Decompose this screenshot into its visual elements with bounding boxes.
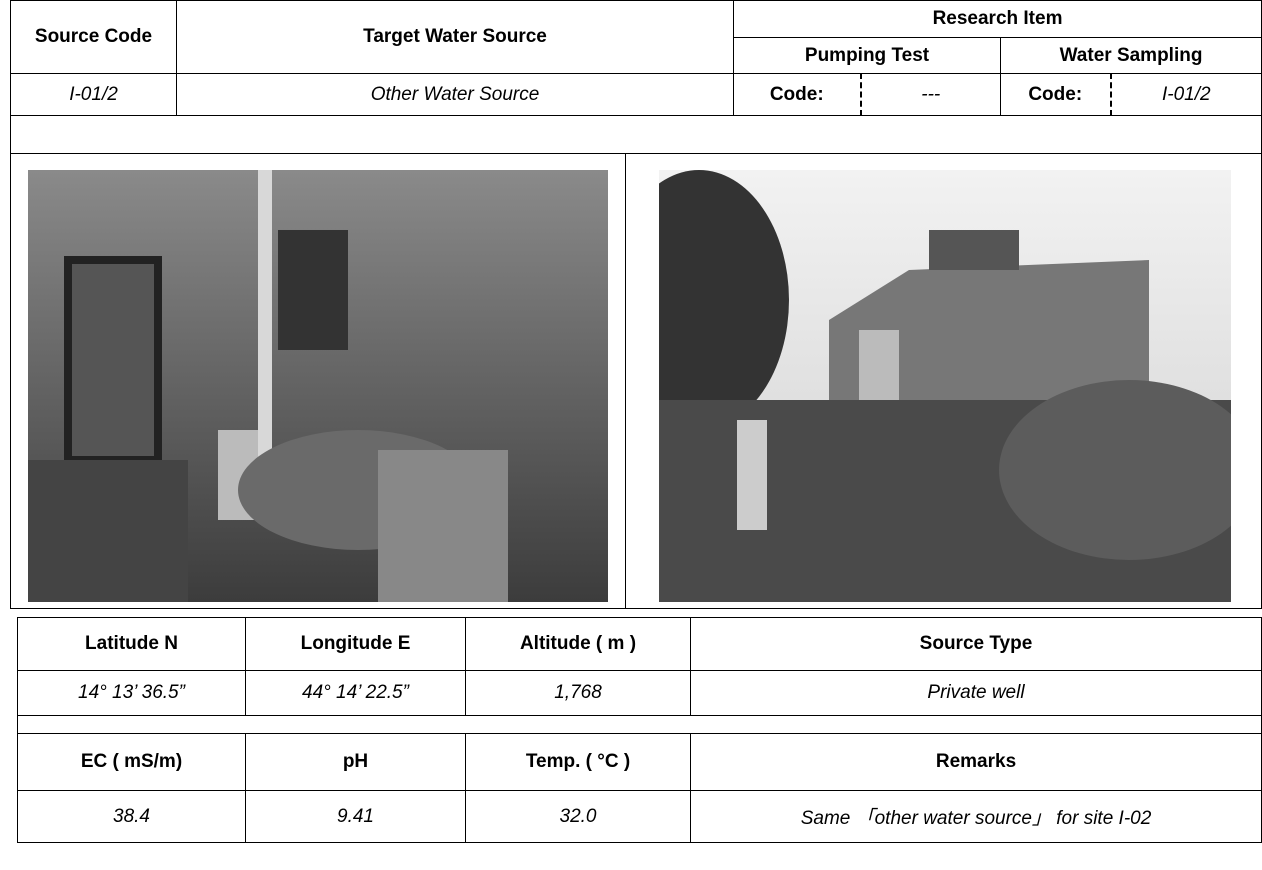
value-cell: I-01/2	[11, 74, 177, 116]
header-cell: Pumping Test	[734, 38, 1001, 74]
label-cell: Code:	[734, 74, 861, 116]
value-cell: Private well	[691, 671, 1262, 716]
divider	[625, 153, 626, 608]
value-cell: I-01/2	[1111, 74, 1262, 116]
header-table: Source Code Target Water Source Research…	[10, 0, 1262, 154]
value-cell: ---	[861, 74, 1001, 116]
page: Source Code Target Water Source Research…	[0, 0, 1262, 870]
value-cell: Other Water Source	[177, 74, 734, 116]
label-cell: Code:	[1001, 74, 1111, 116]
header-cell: Altitude ( m )	[466, 618, 691, 671]
value-cell: 38.4	[18, 791, 246, 843]
photo	[659, 170, 1231, 602]
value-cell: 1,768	[466, 671, 691, 716]
blank-row	[18, 716, 1262, 734]
header-cell: Source Type	[691, 618, 1262, 671]
header-cell: Source Code	[11, 1, 177, 74]
header-cell: Latitude N	[18, 618, 246, 671]
header-cell: Remarks	[691, 734, 1262, 791]
value-cell: Same 「other water source」 for site I-02	[691, 791, 1262, 843]
photo	[28, 170, 608, 602]
header-cell: Water Sampling	[1001, 38, 1262, 74]
header-cell: Target Water Source	[177, 1, 734, 74]
value-cell: 9.41	[246, 791, 466, 843]
header-cell: Longitude E	[246, 618, 466, 671]
header-cell: Research Item	[734, 1, 1262, 38]
blank-row	[11, 116, 1262, 154]
value-cell: 44° 14’ 22.5”	[246, 671, 466, 716]
data-table: Latitude N Longitude E Altitude ( m ) So…	[17, 617, 1262, 843]
value-cell: 14° 13’ 36.5”	[18, 671, 246, 716]
header-cell: EC ( mS/m)	[18, 734, 246, 791]
header-cell: pH	[246, 734, 466, 791]
header-cell: Temp. ( °C )	[466, 734, 691, 791]
photo-row	[10, 153, 1262, 609]
value-cell: 32.0	[466, 791, 691, 843]
